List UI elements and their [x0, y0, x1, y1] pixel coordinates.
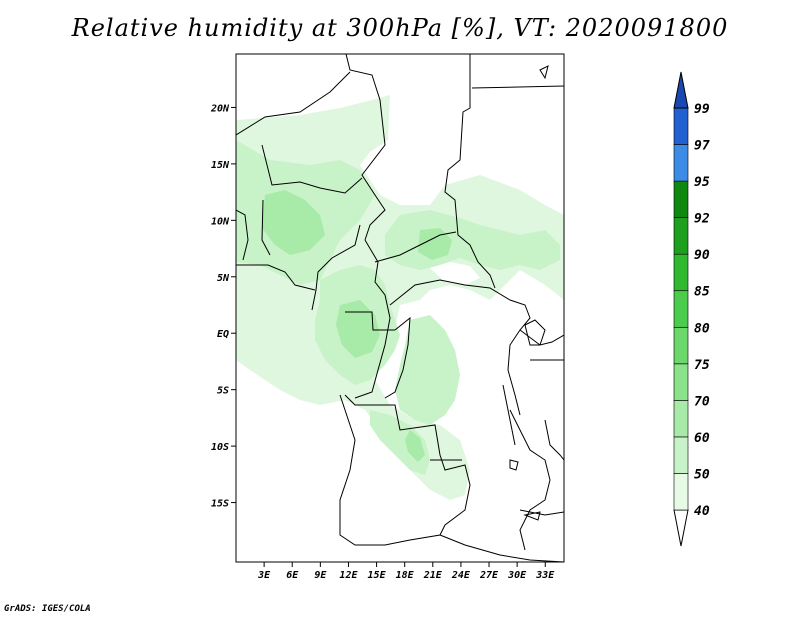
- colorbar-band: [673, 326, 689, 365]
- lat-tick-label: EQ: [217, 329, 229, 340]
- colorbar-band: [673, 290, 689, 328]
- colorbar-label: 75: [694, 358, 710, 373]
- colorbar-label: 80: [694, 321, 710, 336]
- lat-tick-label: 20N: [210, 103, 230, 114]
- colorbar-label: 90: [694, 248, 710, 263]
- colorbar-label: 40: [694, 504, 710, 519]
- lat-tick-label: 15N: [211, 160, 230, 171]
- lon-tick-label: 33E: [535, 570, 555, 581]
- lon-tick-label: 24E: [451, 570, 471, 581]
- colorbar-band: [673, 473, 689, 511]
- colorbar-label: 85: [694, 285, 710, 300]
- lon-tick-label: 6E: [286, 570, 299, 581]
- latitude-ticks: 20N 15N 10N 5N EQ 5S 10S 15S: [210, 103, 236, 510]
- colorbar-label: 70: [694, 394, 710, 409]
- colorbar-band: [673, 180, 689, 218]
- colorbar-band: [673, 400, 689, 438]
- lat-tick-label: 10N: [211, 216, 230, 227]
- colorbar-upper-arrow: [673, 71, 689, 109]
- colorbar-band: [673, 144, 689, 182]
- colorbar-label: 95: [694, 175, 710, 190]
- lon-tick-label: 3E: [257, 570, 271, 581]
- colorbar-lower-arrow: [673, 509, 689, 547]
- lon-tick-label: 15E: [368, 570, 387, 581]
- colorbar-label: 99: [694, 102, 710, 117]
- lon-tick-label: 30E: [507, 570, 527, 581]
- colorbar-band: [673, 363, 689, 401]
- country-borders: [236, 54, 564, 562]
- colorbar-band: [673, 107, 689, 145]
- lat-tick-label: 15S: [211, 499, 229, 510]
- lon-tick-label: 27E: [479, 570, 499, 581]
- colorbar-band: [673, 217, 689, 255]
- colorbar-label: 60: [694, 431, 710, 446]
- lat-tick-label: 10S: [211, 442, 229, 453]
- lon-tick-label: 18E: [396, 570, 415, 581]
- longitude-ticks: 3E 6E 9E 12E 15E 18E 21E 24E 27E 30E 33E: [257, 562, 555, 581]
- lon-tick-label: 9E: [314, 570, 327, 581]
- colorbar-label: 50: [694, 467, 710, 482]
- colorbar-label: 92: [694, 212, 710, 227]
- map-title: Relative humidity at 300hPa [%], VT: 202…: [71, 14, 729, 42]
- colorbar-label: 97: [694, 139, 710, 154]
- lakes: [502, 65, 549, 521]
- lat-tick-label: 5S: [217, 386, 229, 397]
- colorbar-band: [673, 436, 689, 474]
- lat-tick-label: 5N: [217, 273, 230, 284]
- map-frame: [235, 53, 565, 563]
- colorbar-band: [673, 253, 689, 292]
- lon-tick-label: 21E: [423, 570, 443, 581]
- colorbar: 40 50 60 70 75 80 85 90 92 95 97 99: [673, 71, 710, 547]
- footer-credit: GrADS: IGES/COLA: [4, 604, 91, 614]
- lon-tick-label: 12E: [339, 570, 358, 581]
